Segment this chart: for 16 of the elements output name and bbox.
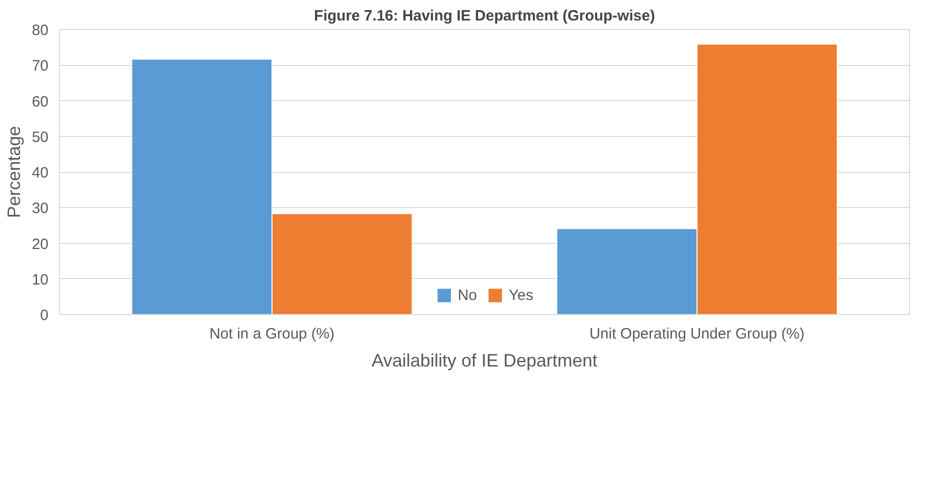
y-tick-label: 60	[32, 93, 49, 110]
y-tick-label: 20	[32, 236, 49, 253]
x-tick-label: Unit Operating Under Group (%)	[589, 326, 805, 342]
chart-title: Figure 7.16: Having IE Department (Group-wise)	[314, 8, 655, 24]
y-tick-label: 40	[32, 164, 49, 182]
y-tick-label: 70	[32, 58, 49, 75]
legend-label: Yes	[508, 286, 534, 304]
y-tick-label: 30	[32, 200, 49, 218]
x-tick-label: Not in a Group (%)	[209, 326, 335, 342]
y-tick-label: 10	[32, 271, 49, 288]
legend-label: No	[458, 286, 478, 304]
x-axis-title: Availability of IE Department	[372, 350, 598, 370]
y-axis-title: Percentage	[4, 126, 24, 218]
y-tick-label: 80	[32, 22, 49, 39]
y-tick-label: 50	[32, 128, 49, 146]
y-tick-label: 0	[40, 307, 48, 324]
